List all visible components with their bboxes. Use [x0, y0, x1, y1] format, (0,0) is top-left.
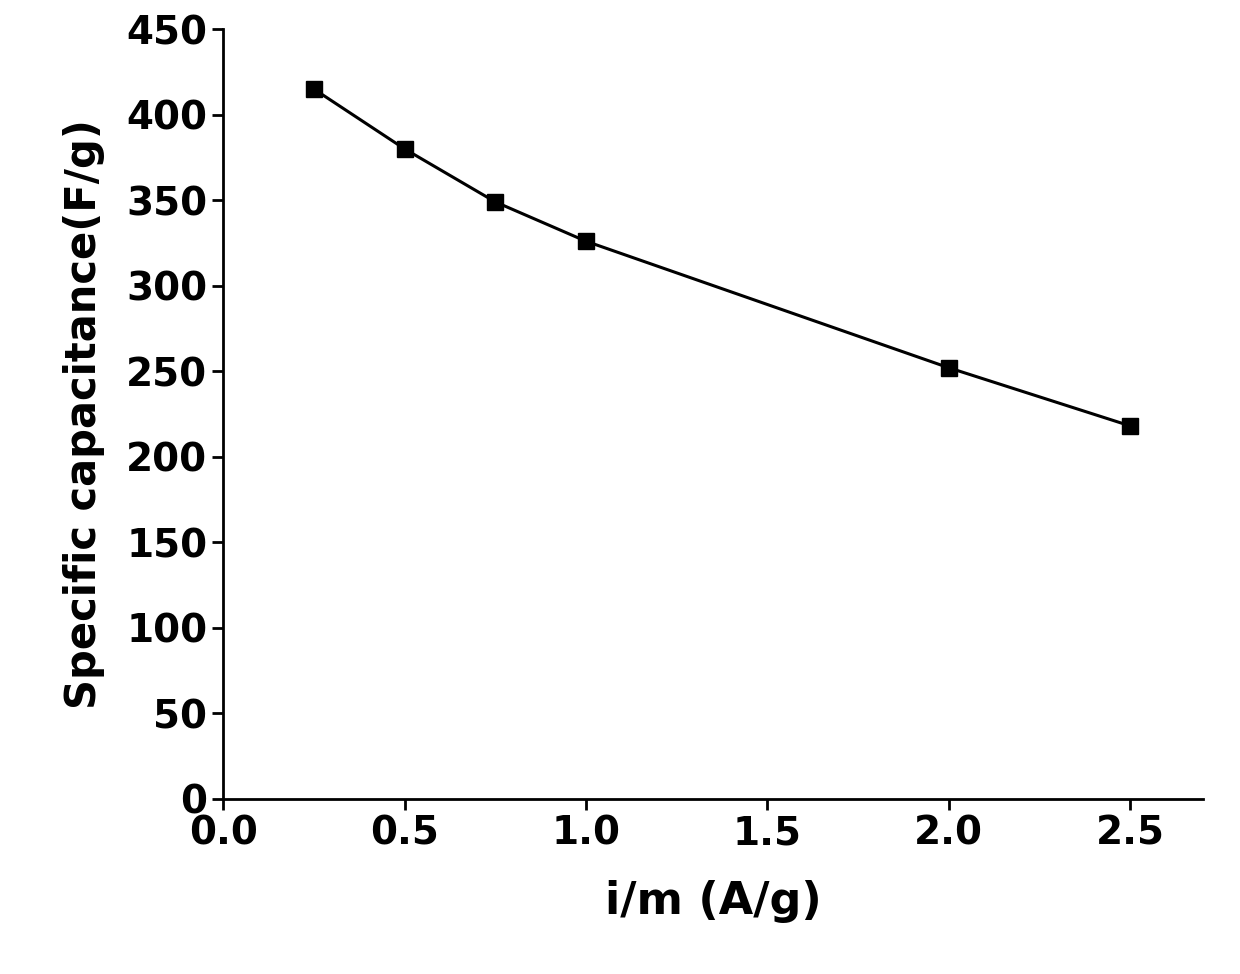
Y-axis label: Specific capacitance(F/g): Specific capacitance(F/g) — [63, 119, 105, 709]
X-axis label: i/m (A/g): i/m (A/g) — [605, 880, 821, 923]
